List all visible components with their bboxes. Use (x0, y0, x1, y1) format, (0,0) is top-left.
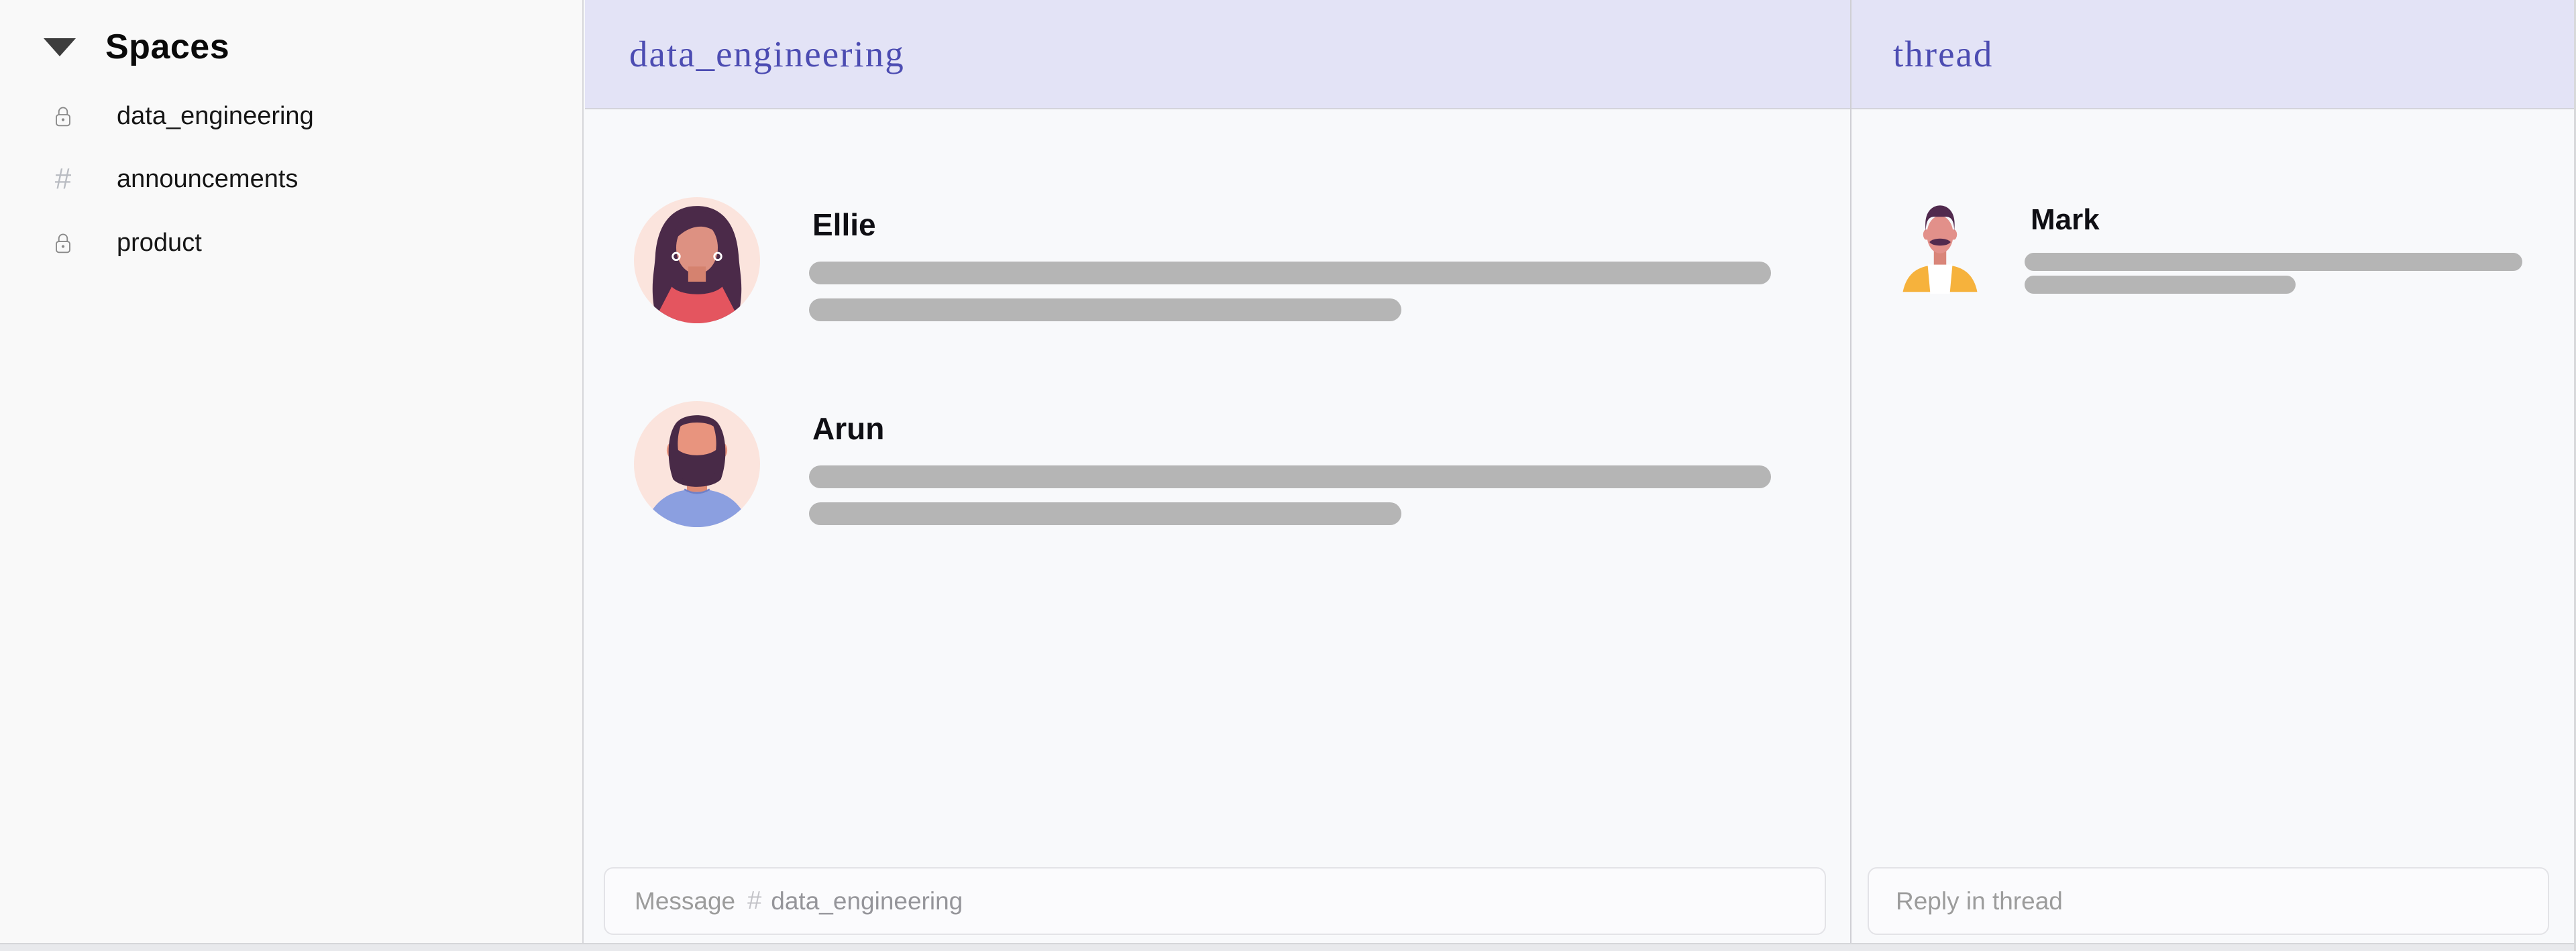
channel-panel: data_engineering Ellie (585, 0, 1850, 951)
composer-placeholder-prefix: Message (635, 887, 736, 915)
channel-header: data_engineering (585, 0, 1850, 109)
thread-header: thread (1851, 0, 2576, 109)
message-input[interactable]: Message # data_engineering (604, 867, 1826, 935)
sidebar-title: Spaces (105, 27, 230, 66)
thread-panel: thread Mark Reply in thread (1850, 0, 2576, 951)
hash-icon: # (747, 887, 762, 915)
window-right-edge (2574, 0, 2576, 951)
avatar-ellie (634, 197, 760, 323)
message-row: Mark (1896, 200, 2573, 307)
sidebar-item-announcements[interactable]: # announcements (52, 159, 299, 199)
sidebar-item-data-engineering[interactable]: data_engineering (52, 96, 314, 136)
sidebar-item-label: product (117, 228, 202, 257)
reply-placeholder: Reply in thread (1896, 887, 2063, 915)
message-row: Arun (634, 401, 1835, 549)
message-author: Ellie (812, 207, 876, 242)
sidebar-item-label: data_engineering (117, 101, 314, 130)
message-line-skeleton (809, 502, 1401, 525)
avatar-arun (634, 401, 760, 527)
avatar-mark (1896, 200, 1984, 294)
message-line-skeleton (809, 262, 1771, 284)
thread-title: thread (1893, 34, 1994, 74)
window-bottom-edge (0, 943, 2576, 951)
lock-icon (52, 105, 74, 128)
lock-icon (52, 231, 74, 255)
channel-title: data_engineering (629, 34, 905, 74)
composer-channel-name: data_engineering (771, 887, 963, 915)
thread-reply-input[interactable]: Reply in thread (1868, 867, 2549, 935)
message-author: Arun (812, 411, 885, 446)
collapse-triangle-icon[interactable] (44, 38, 76, 56)
sidebar: Spaces data_engineering # announcements … (0, 0, 584, 951)
message-line-skeleton (2025, 253, 2522, 271)
sidebar-item-product[interactable]: product (52, 223, 202, 263)
message-line-skeleton (809, 298, 1401, 321)
sidebar-item-label: announcements (117, 164, 299, 193)
hash-icon: # (54, 162, 72, 195)
spaces-header[interactable]: Spaces (44, 20, 229, 74)
message-author: Mark (2031, 203, 2100, 236)
message-row: Ellie (634, 197, 1835, 345)
message-line-skeleton (2025, 276, 2296, 294)
message-line-skeleton (809, 465, 1771, 488)
